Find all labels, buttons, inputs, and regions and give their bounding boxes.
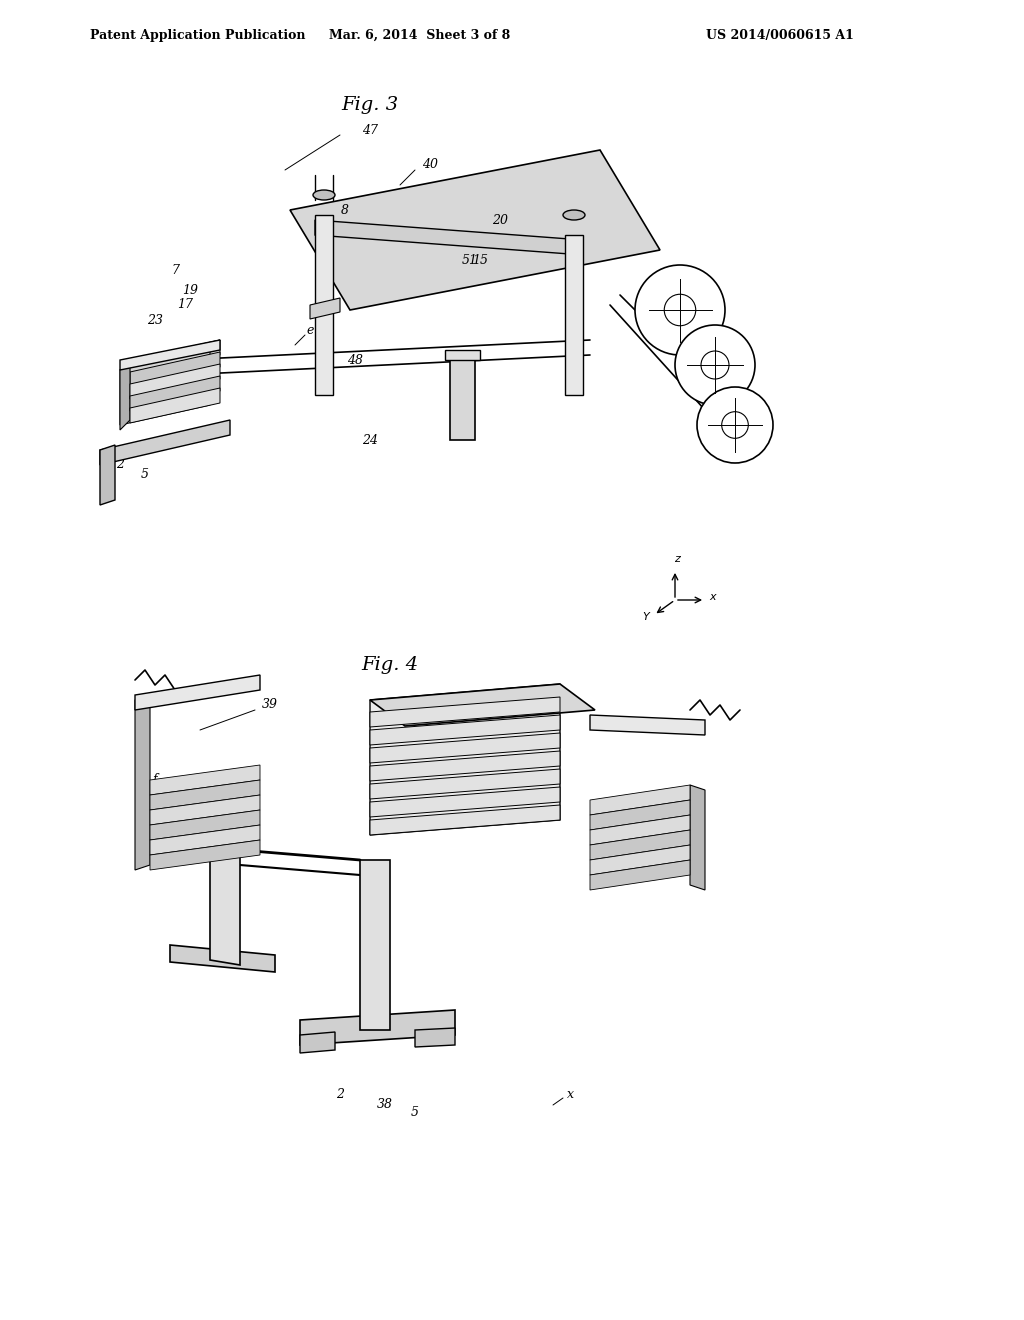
Polygon shape — [450, 360, 475, 440]
Polygon shape — [590, 800, 690, 830]
Polygon shape — [135, 675, 260, 710]
Circle shape — [635, 265, 725, 355]
Polygon shape — [100, 420, 230, 465]
Text: Patent Application Publication: Patent Application Publication — [90, 29, 305, 41]
Polygon shape — [150, 795, 260, 825]
Polygon shape — [370, 770, 560, 799]
Text: 17: 17 — [522, 754, 538, 767]
Polygon shape — [315, 215, 333, 395]
Polygon shape — [370, 751, 560, 781]
Polygon shape — [690, 785, 705, 890]
Polygon shape — [370, 787, 560, 817]
Polygon shape — [590, 785, 690, 814]
Text: 2: 2 — [336, 1089, 344, 1101]
Polygon shape — [150, 840, 260, 870]
Text: 15: 15 — [472, 253, 488, 267]
Polygon shape — [300, 1032, 335, 1053]
Polygon shape — [210, 789, 240, 965]
Text: 5: 5 — [411, 1106, 419, 1118]
Text: 38: 38 — [377, 1098, 393, 1111]
Polygon shape — [170, 945, 275, 972]
Polygon shape — [150, 810, 260, 840]
Polygon shape — [130, 364, 220, 399]
Ellipse shape — [563, 210, 585, 220]
Polygon shape — [590, 830, 690, 861]
Text: Fig. 3: Fig. 3 — [341, 96, 398, 114]
Text: 19: 19 — [182, 284, 198, 297]
Polygon shape — [360, 861, 390, 1030]
Polygon shape — [565, 235, 583, 395]
Text: Fig. 4: Fig. 4 — [361, 656, 419, 675]
Text: US 2014/0060615 A1: US 2014/0060615 A1 — [707, 29, 854, 41]
Polygon shape — [120, 341, 220, 370]
Polygon shape — [150, 780, 260, 810]
Ellipse shape — [313, 190, 335, 201]
Circle shape — [722, 412, 749, 438]
Circle shape — [675, 325, 755, 405]
Polygon shape — [590, 861, 690, 890]
Text: e: e — [306, 323, 313, 337]
Text: x: x — [710, 591, 717, 602]
Text: Mar. 6, 2014  Sheet 3 of 8: Mar. 6, 2014 Sheet 3 of 8 — [330, 29, 511, 41]
Polygon shape — [370, 697, 560, 727]
Polygon shape — [370, 715, 560, 744]
Text: 48: 48 — [347, 354, 362, 367]
Circle shape — [697, 387, 773, 463]
Text: 5: 5 — [141, 469, 150, 482]
Polygon shape — [130, 388, 220, 422]
Text: 2: 2 — [116, 458, 124, 471]
Text: 17: 17 — [177, 298, 193, 312]
Text: 39: 39 — [262, 698, 278, 711]
Text: x: x — [566, 1089, 573, 1101]
Polygon shape — [590, 715, 705, 735]
Text: 40: 40 — [422, 158, 438, 172]
Circle shape — [701, 351, 729, 379]
Polygon shape — [300, 1010, 455, 1045]
Polygon shape — [100, 445, 115, 506]
Polygon shape — [445, 350, 480, 360]
Polygon shape — [135, 696, 150, 870]
Polygon shape — [590, 845, 690, 875]
Text: 23: 23 — [497, 768, 513, 781]
Text: 7: 7 — [171, 264, 179, 276]
Polygon shape — [150, 825, 260, 855]
Text: 51: 51 — [462, 253, 478, 267]
Polygon shape — [130, 341, 220, 375]
Polygon shape — [315, 220, 583, 255]
Polygon shape — [370, 684, 595, 726]
Text: z: z — [674, 554, 680, 564]
Text: 23: 23 — [147, 314, 163, 326]
Polygon shape — [590, 814, 690, 845]
Polygon shape — [415, 1028, 455, 1047]
Polygon shape — [150, 766, 260, 795]
Text: f: f — [153, 774, 158, 787]
Polygon shape — [370, 733, 560, 763]
Polygon shape — [130, 376, 220, 411]
Text: Y: Y — [643, 612, 649, 622]
Text: 33: 33 — [392, 799, 408, 812]
Text: 8: 8 — [341, 203, 349, 216]
Polygon shape — [370, 684, 560, 836]
Circle shape — [665, 294, 695, 326]
Text: 24: 24 — [362, 433, 378, 446]
Polygon shape — [120, 341, 220, 425]
Polygon shape — [120, 360, 130, 430]
Polygon shape — [310, 298, 340, 319]
Polygon shape — [370, 805, 560, 836]
Polygon shape — [130, 352, 220, 387]
Polygon shape — [290, 150, 660, 310]
Text: 20: 20 — [492, 214, 508, 227]
Text: 47: 47 — [362, 124, 378, 136]
